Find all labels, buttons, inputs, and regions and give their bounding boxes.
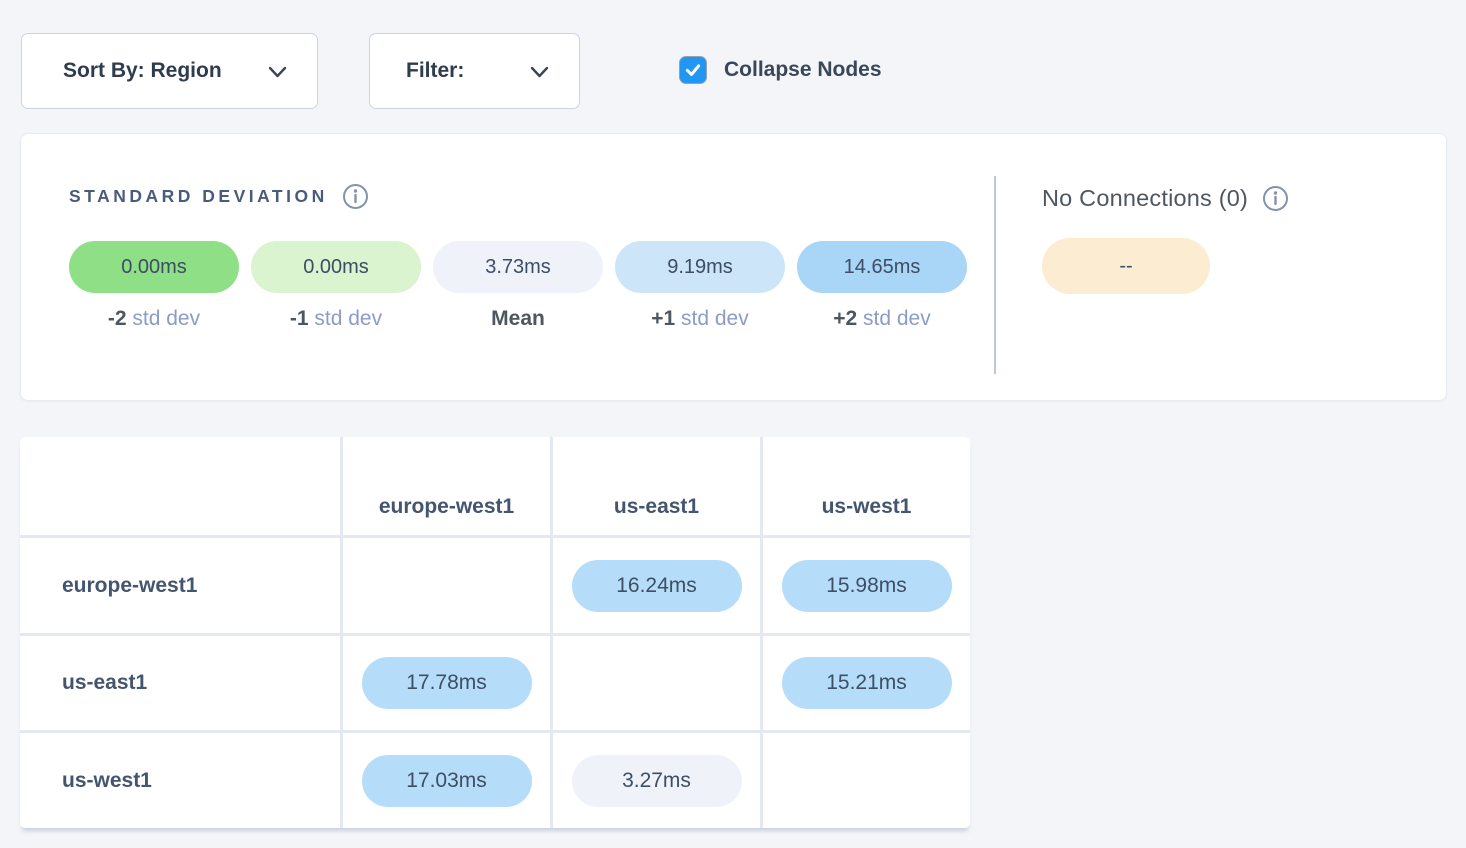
legend-caption-strong: +2 [833,307,858,330]
standard-deviation-section: STANDARD DEVIATION 0.00ms -2 std dev 0.0… [69,183,979,331]
stats-panel: STANDARD DEVIATION 0.00ms -2 std dev 0.0… [20,133,1447,401]
no-connections-title: No Connections (0) [1042,185,1249,211]
legend-item-minus1: 0.00ms -1 std dev [251,241,421,331]
matrix-cell: 17.03ms [343,733,550,828]
matrix-row-header: us-west1 [20,733,340,828]
legend-pill: 9.19ms [615,241,785,293]
filter-dropdown[interactable]: Filter: [369,33,580,109]
legend-item-plus2: 14.65ms +2 std dev [797,241,967,331]
matrix-row-header: europe-west1 [20,538,340,633]
legend-pill: 3.73ms [433,241,603,293]
latency-matrix: europe-west1 us-east1 us-west1 europe-we… [20,437,970,828]
matrix-cell: 17.78ms [343,636,550,730]
legend-caption-light: std dev [314,307,383,330]
sort-by-label: Sort By: Region [63,59,222,82]
legend-caption-strong: Mean [491,307,545,330]
toolbar: Sort By: Region Filter: Collapse Nodes [0,0,1466,109]
matrix-cell [343,538,550,633]
matrix-row-header: us-east1 [20,636,340,730]
legend-pill: 14.65ms [797,241,967,293]
standard-deviation-title: STANDARD DEVIATION [69,186,328,206]
legend-pill: 0.00ms [69,241,239,293]
matrix-cell [763,733,970,828]
latency-pill: 3.27ms [571,754,742,807]
filter-label: Filter: [406,59,465,82]
collapse-nodes-label: Collapse Nodes [724,58,882,81]
matrix-cell: 3.27ms [553,733,760,828]
no-connections-section: No Connections (0) -- [1042,185,1289,294]
checkbox-checked-icon[interactable] [679,56,707,84]
chevron-down-icon [530,65,549,78]
matrix-col-header: europe-west1 [343,437,550,535]
latency-pill: 17.03ms [361,754,532,807]
matrix-col-header: us-west1 [763,437,970,535]
std-dev-legend: 0.00ms -2 std dev 0.00ms -1 std dev 3.73… [69,241,979,331]
matrix-cell: 16.24ms [553,538,760,633]
matrix-cell: 15.21ms [763,636,970,730]
latency-pill: 16.24ms [571,559,742,612]
legend-caption-strong: +1 [651,307,676,330]
latency-pill: 15.21ms [781,657,952,709]
collapse-nodes-toggle[interactable]: Collapse Nodes [679,56,882,84]
sort-by-dropdown[interactable]: Sort By: Region [21,33,318,109]
matrix-cell [553,636,760,730]
legend-caption-strong: -2 [107,307,127,330]
matrix-corner-cell [20,437,340,535]
legend-caption-light: std dev [132,307,201,330]
legend-caption-light: std dev [863,307,931,330]
chevron-down-icon [268,65,287,78]
legend-item-plus1: 9.19ms +1 std dev [615,241,785,331]
matrix-cell: 15.98ms [763,538,970,633]
latency-pill: 15.98ms [781,559,952,612]
legend-item-minus2: 0.00ms -2 std dev [69,241,239,331]
matrix-col-header: us-east1 [553,437,760,535]
legend-caption-strong: -1 [289,307,309,330]
legend-caption-light: std dev [681,307,749,330]
legend-item-mean: 3.73ms Mean [433,241,603,331]
info-icon[interactable] [342,183,369,210]
legend-pill: 0.00ms [251,241,421,293]
no-connections-pill: -- [1042,238,1210,294]
section-divider [994,176,996,374]
latency-pill: 17.78ms [361,657,532,709]
info-icon[interactable] [1262,185,1289,212]
